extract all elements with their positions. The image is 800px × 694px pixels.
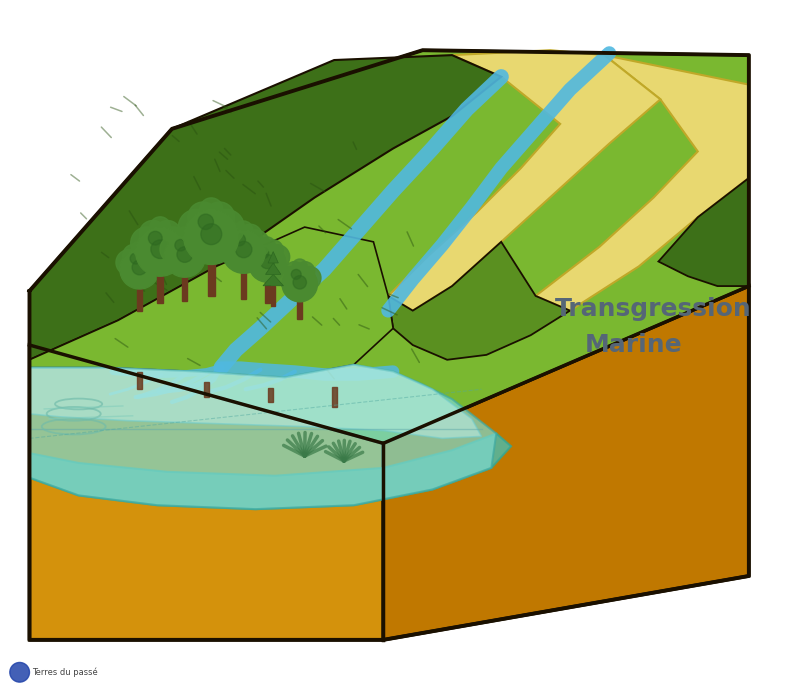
Circle shape [164, 236, 206, 277]
Circle shape [130, 227, 162, 259]
Circle shape [120, 250, 159, 289]
Circle shape [148, 231, 162, 245]
Text: Terres du passé: Terres du passé [33, 668, 98, 677]
Bar [271, 286, 275, 306]
Circle shape [298, 266, 321, 289]
Polygon shape [30, 364, 496, 509]
Circle shape [242, 230, 270, 258]
Circle shape [258, 248, 269, 258]
Circle shape [176, 227, 194, 244]
Polygon shape [30, 227, 393, 378]
Circle shape [158, 227, 190, 259]
Polygon shape [30, 364, 482, 439]
Circle shape [260, 255, 274, 269]
Circle shape [226, 224, 249, 248]
Circle shape [131, 242, 148, 258]
Polygon shape [388, 50, 661, 311]
Circle shape [150, 217, 170, 237]
Circle shape [245, 245, 269, 269]
Circle shape [209, 210, 244, 245]
Bar [265, 264, 270, 303]
Circle shape [184, 210, 239, 264]
Bar [137, 269, 142, 311]
Circle shape [234, 234, 246, 246]
Circle shape [10, 663, 30, 682]
Circle shape [139, 221, 166, 248]
Circle shape [285, 262, 304, 281]
Bar [182, 257, 187, 301]
Circle shape [200, 198, 223, 221]
Bar [332, 387, 337, 407]
Bar [242, 252, 246, 299]
Bar [208, 237, 214, 296]
Circle shape [266, 245, 290, 269]
Circle shape [201, 223, 222, 245]
Polygon shape [383, 286, 749, 640]
Circle shape [123, 244, 145, 266]
Circle shape [154, 221, 181, 248]
Circle shape [293, 276, 306, 289]
Circle shape [278, 266, 302, 289]
Circle shape [179, 230, 202, 253]
Bar [204, 382, 209, 397]
Circle shape [238, 224, 262, 248]
Polygon shape [658, 178, 749, 286]
Circle shape [259, 237, 275, 253]
Polygon shape [30, 50, 749, 443]
Circle shape [205, 202, 234, 232]
Circle shape [188, 202, 218, 232]
Bar [158, 252, 163, 303]
Polygon shape [268, 251, 278, 263]
Circle shape [167, 230, 190, 253]
Polygon shape [30, 345, 383, 640]
Circle shape [151, 240, 170, 259]
Circle shape [262, 239, 283, 260]
Text: Marine: Marine [585, 333, 682, 357]
Circle shape [218, 230, 246, 258]
Circle shape [175, 239, 186, 251]
Circle shape [116, 250, 142, 276]
Bar [137, 371, 142, 389]
Circle shape [138, 250, 163, 276]
Circle shape [130, 253, 141, 264]
Bar [298, 284, 302, 319]
Circle shape [134, 244, 156, 266]
Circle shape [132, 260, 147, 275]
Circle shape [235, 242, 252, 257]
Polygon shape [388, 242, 570, 359]
Polygon shape [30, 434, 511, 509]
Circle shape [178, 210, 214, 245]
Polygon shape [266, 263, 281, 274]
Circle shape [182, 236, 210, 263]
Circle shape [249, 245, 286, 282]
Circle shape [177, 246, 193, 262]
Polygon shape [263, 274, 283, 286]
Circle shape [295, 262, 314, 281]
Bar [268, 388, 273, 402]
Circle shape [292, 259, 307, 274]
Circle shape [282, 266, 318, 302]
Circle shape [291, 269, 301, 279]
Circle shape [198, 214, 214, 230]
Polygon shape [535, 55, 749, 311]
Circle shape [251, 239, 272, 260]
Text: Transgression: Transgression [555, 296, 752, 321]
Polygon shape [30, 55, 502, 359]
Circle shape [160, 236, 187, 263]
Circle shape [234, 221, 253, 239]
Circle shape [222, 230, 266, 273]
Circle shape [136, 227, 185, 276]
